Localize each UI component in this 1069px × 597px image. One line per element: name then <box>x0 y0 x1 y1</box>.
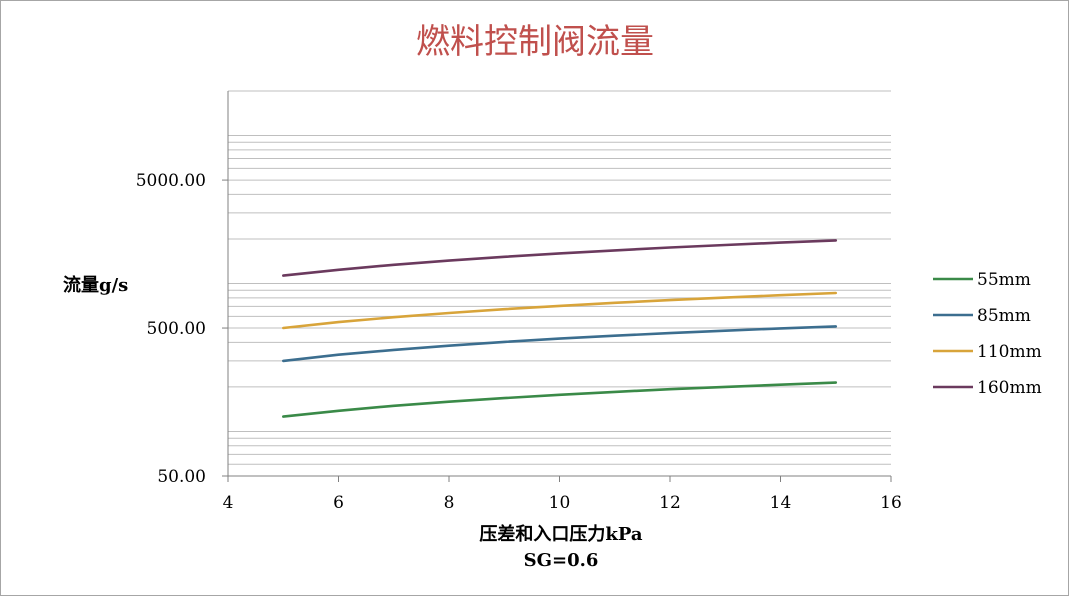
x-tick-label: 16 <box>880 493 902 513</box>
x-tick-label: 6 <box>333 493 344 513</box>
x-axis-note: SG=0.6 <box>524 550 599 571</box>
series-line-85mm <box>281 325 838 363</box>
x-tick-label: 10 <box>549 493 571 513</box>
x-tick-label: 14 <box>770 493 792 513</box>
series-layer <box>281 239 838 418</box>
x-tick-label: 4 <box>223 493 234 513</box>
y-tick-label: 50.00 <box>157 467 206 487</box>
series-line-55mm <box>281 381 838 418</box>
series-line-110mm <box>281 291 838 330</box>
y-axis-label: 流量g/s <box>63 274 128 296</box>
x-axis-label: 压差和入口压力kPa <box>479 523 643 545</box>
grid-lines <box>228 90 891 477</box>
legend-label-55mm: 55mm <box>977 270 1031 290</box>
legend-label-110mm: 110mm <box>977 342 1042 362</box>
x-tick-label: 12 <box>659 493 681 513</box>
x-tick-label: 8 <box>444 493 455 513</box>
legend-label-160mm: 160mm <box>977 378 1042 398</box>
series-line-160mm <box>281 239 838 277</box>
y-tick-label: 500.00 <box>147 319 206 339</box>
legend-label-85mm: 85mm <box>977 306 1031 326</box>
axes: 4 6 8 10 12 14 16 50.00 500.00 5000.00 <box>136 91 902 513</box>
y-tick-label: 5000.00 <box>136 171 206 191</box>
chart-title: 燃料控制阀流量 <box>416 22 654 62</box>
legend: 55mm 85mm 110mm 160mm <box>933 270 1042 398</box>
